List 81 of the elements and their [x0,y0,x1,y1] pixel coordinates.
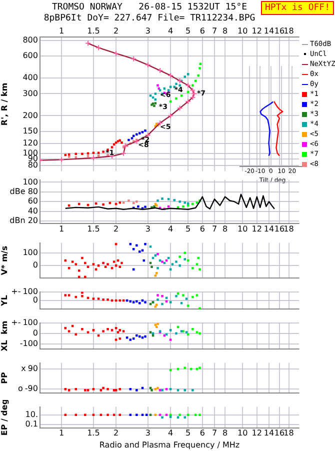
chart-subtitle: 8pBP6It DoY= 227.647 File= TR112234.BPG [44,14,256,24]
x-tick-label: 3 [145,26,150,36]
y-tick-label: dBe 80 [10,186,38,196]
chart-title: TROMSO NORWAY 26-08-15 1532UT 15°E [52,2,248,13]
x-tick-label: 8 [222,26,228,36]
y-tick-label: -90 [24,384,38,394]
x-tick-label: 4 [168,224,174,234]
x-tick-label: 3 [145,428,150,438]
x-tick-label: 18 [284,224,294,234]
x-tick-label: 10 [237,26,248,36]
text: +- [11,286,21,296]
y-axis-title: PP [0,372,9,384]
x-tick-label: 14 [264,224,274,234]
x-tick-label: 16 [274,26,285,36]
x-tick-label: 14 [264,26,274,36]
y-tick-label: 80 [28,160,38,170]
x-tick-label: 14 [264,428,274,438]
x-tick-label: 10 [237,224,248,234]
x-tick-label: 1 [59,428,64,438]
x-tick-label: 3 [145,224,150,234]
x-tick-label: 2 [114,428,119,438]
y-tick-label: 300 [22,88,38,98]
x-tick-label: 6 [200,26,205,36]
y-tick-label: 0 [32,296,38,305]
x-tick-label: 1.5 [87,428,100,438]
x-tick-label: 7 [212,26,218,36]
y-tick-label: 120 [22,138,38,148]
y-tick-label: 0 [32,260,38,270]
y-tick-label: 150 [22,126,38,136]
x-tick-label: 5 [186,224,191,234]
y-tick-label: 100 [22,286,38,296]
text: o [18,384,24,394]
x-tick-label: 8 [222,428,228,438]
x-tick-label: 8 [222,224,228,234]
x-tick-label: 2 [114,224,119,234]
y-tick-label: 0 [32,328,38,338]
y-tick-label: 400 [22,73,38,82]
x-tick-label: 1.5 [87,26,100,36]
y-tick-label: 200 [22,110,38,120]
y-axis-title: EP / deg [0,398,9,436]
y-tick-label: 10. [25,410,38,419]
x-axis-title: Radio and Plasma Frequency / MHz [99,440,240,450]
x-tick-label: 2 [114,26,119,36]
x-tick-label: 6 [200,224,205,234]
x-tick-label: 12 [252,224,262,234]
y-tick-label: 0.1 [25,420,38,429]
y-tick-label: dBn 20 [10,216,38,226]
y-tick-label: 600 [22,51,38,60]
x-tick-label: 1.5 [87,224,100,234]
text: HPTx is OFF! [260,1,334,15]
x-tick-label: 18 [284,428,294,438]
x-tick-label: 7 [212,224,218,234]
x-tick-label: 16 [274,224,285,234]
y-tick-label: 60 [28,196,38,206]
text: +- [11,318,21,327]
y-axis-title: V* m/s [0,246,9,276]
x-tick-label: 4 [168,26,174,36]
y-tick-label: 800 [22,36,38,45]
y-axis-title: XL km [0,320,9,352]
x-tick-label: 18 [284,26,294,36]
y-tick-label: 100 [22,318,38,327]
x-tick-label: 7 [212,428,218,438]
y-tick-label: -100 [20,339,38,348]
y-axis-title: R', R / km [0,82,9,126]
x-tick-label: 1 [59,224,64,234]
x-tick-label: 4 [168,428,174,438]
y-tick-label: 40 [28,206,38,216]
y-tick-label: 100 [22,248,38,257]
x-tick-label: 12 [252,26,262,36]
x-tick-label: 16 [274,428,285,438]
x-tick-label: 5 [186,26,191,36]
x-tick-label: 1 [59,26,64,36]
x-tick-label: 10 [237,428,248,438]
y-tick-label: 90 [28,364,38,374]
text: x [21,364,26,374]
x-tick-label: 12 [252,428,262,438]
y-tick-label: 100 [22,148,38,158]
x-tick-label: 6 [200,428,205,438]
y-axis-title: YL [0,295,9,307]
x-tick-label: 5 [186,428,191,438]
y-tick-label: 100 [22,177,38,186]
